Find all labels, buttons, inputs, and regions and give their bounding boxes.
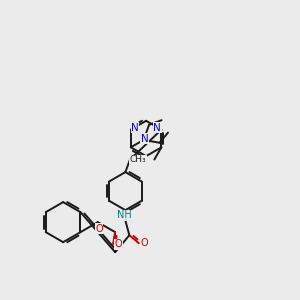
Text: O: O [141,238,148,248]
Text: HN: HN [131,156,146,166]
Text: O: O [115,239,122,249]
Text: N: N [131,123,139,133]
Text: O: O [95,224,103,234]
Text: NH: NH [116,210,131,220]
Text: CH₃: CH₃ [130,155,146,164]
Text: N: N [141,134,148,144]
Text: N: N [153,123,161,133]
